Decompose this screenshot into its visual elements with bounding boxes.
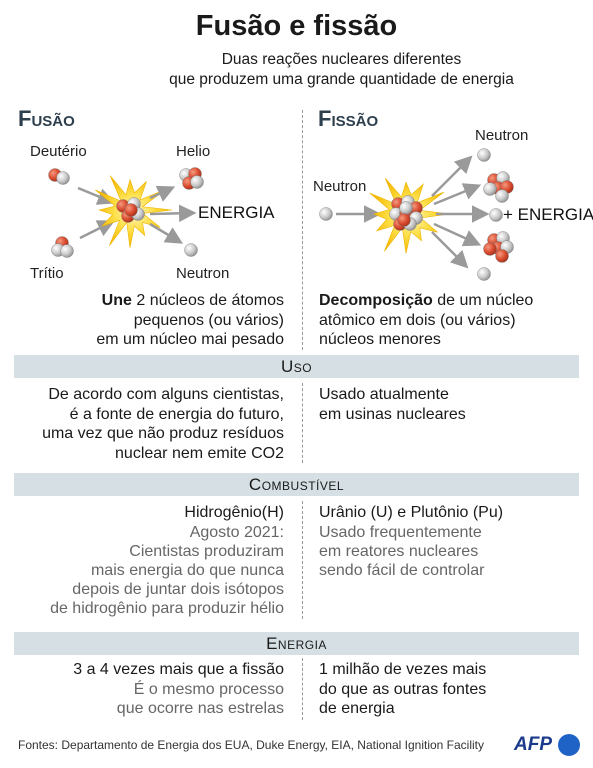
- section-left: Hidrogênio(H) Agosto 2021: Cientistas prod…: [0, 503, 284, 618]
- main-line: do que as outras fontes: [319, 680, 487, 698]
- reaction-diagram: [48, 148, 514, 281]
- fission-description: Decomposição de um núcleo atômico em doi…: [319, 291, 589, 350]
- diagram-art: [48, 148, 514, 281]
- proton: [483, 242, 497, 256]
- fission-neutron-in-label: Neutron: [313, 178, 367, 195]
- subtitle: Duas reações nucleares diferentes que pr…: [0, 50, 593, 90]
- proton: [397, 213, 411, 227]
- note-line: Agosto 2021:: [189, 523, 284, 541]
- main-line: de energia: [319, 700, 395, 717]
- logo-dot: [558, 734, 580, 756]
- section-right: Urânio (U) e Plutônio (Pu) Usado frequent…: [319, 503, 589, 580]
- fission-energy-label: + ENERGIA: [503, 205, 593, 224]
- neutron-ball: [319, 207, 333, 221]
- main-line: é a fonte de energia do futuro,: [69, 405, 284, 423]
- sources: Fontes: Departamento de Energia dos EUA,…: [18, 738, 485, 752]
- neutron-ball: [60, 244, 74, 258]
- description-line: núcleos menores: [319, 331, 441, 348]
- neutron-ball: [483, 182, 497, 196]
- neutron-ball: [56, 171, 70, 185]
- description-line: de um núcleo: [437, 292, 534, 309]
- section-heading: Energia: [14, 632, 579, 655]
- main-line: Usado atualmente: [319, 386, 449, 403]
- note-line: de hidrogênio para produzir hélio: [50, 599, 284, 617]
- section-heading: Uso: [14, 355, 579, 378]
- note-line: sendo fácil de controlar: [319, 561, 485, 579]
- main-line: uma vez que não produz resíduos: [42, 425, 284, 442]
- fusion-heading: Fusão: [18, 106, 75, 131]
- description-line: pequenos (ou vários): [133, 311, 284, 329]
- neutron-ball: [399, 201, 413, 215]
- note-line: Usado frequentemente: [319, 523, 482, 541]
- deuterium-label: Deutério: [30, 143, 87, 160]
- helium-label: Helio: [176, 143, 211, 160]
- fusion-neutron-label: Neutron: [176, 265, 230, 282]
- arrow: [431, 231, 469, 269]
- description-line: 2 núcleos de átomos: [136, 292, 284, 309]
- section-left: 3 a 4 vezes mais que a fissão É o mesmo p…: [0, 660, 284, 718]
- main-line: nuclear nem emite CO2: [115, 444, 284, 462]
- arrow: [149, 185, 176, 202]
- logo: AFP: [514, 734, 552, 755]
- note-line: Cientistas produziram: [129, 542, 284, 560]
- column-divider: [302, 383, 303, 463]
- section-right: Usado atualmente em usinas nucleares: [319, 385, 589, 424]
- main-line: De acordo com alguns cientistas,: [48, 386, 284, 403]
- column-divider: [302, 110, 303, 350]
- section-heading: Combustível: [14, 473, 579, 496]
- arrow: [149, 222, 184, 244]
- tritium-label: Trítio: [30, 265, 64, 282]
- subtitle-line: que produzem uma grande quantidade de en…: [169, 71, 514, 88]
- title: Fusão e fissão: [195, 10, 398, 42]
- proton: [495, 249, 509, 263]
- subtitle-line: Duas reações nucleares diferentes: [221, 51, 462, 68]
- description-line: em um núcleo mai pesado: [96, 331, 284, 348]
- section-right: 1 milhão de vezes mais do que as outras f…: [319, 660, 589, 719]
- neutron-ball: [489, 208, 503, 222]
- neutron-ball: [190, 175, 204, 189]
- main-line: 3 a 4 vezes mais que a fissão: [73, 661, 284, 678]
- column-divider: [302, 658, 303, 720]
- note-line: que ocorre nas estrelas: [116, 699, 284, 717]
- fission-heading: Fissão: [318, 106, 379, 131]
- neutron-ball: [184, 243, 198, 257]
- fusion-lead: Une: [101, 292, 132, 309]
- column-divider: [302, 501, 303, 619]
- fusion-description: Une 2 núcleos de átomos pequenos (ou vár…: [0, 291, 284, 350]
- fusion-energy-label: ENERGIA: [198, 203, 275, 222]
- fission-lead: Decomposição: [319, 292, 433, 309]
- note-line: em reatores nucleares: [319, 542, 479, 560]
- neutron-ball: [495, 189, 509, 203]
- neutron-ball: [477, 267, 491, 281]
- proton: [124, 203, 138, 217]
- main-line: Hidrogênio(H): [184, 504, 284, 521]
- note-line: mais energia do que nunca: [90, 561, 284, 579]
- arrow: [149, 204, 197, 223]
- arrow: [433, 222, 482, 247]
- fission-neutron-out-label: Neutron: [475, 127, 529, 144]
- note-line: É o mesmo processo: [133, 680, 284, 698]
- main-line: 1 milhão de vezes mais: [319, 661, 487, 678]
- arrow: [77, 186, 116, 205]
- neutron-ball: [477, 148, 491, 162]
- main-line: em usinas nucleares: [319, 405, 466, 423]
- arrow: [433, 183, 482, 206]
- main-line: Urânio (U) e Plutônio (Pu): [319, 504, 504, 521]
- arrow: [431, 155, 473, 197]
- note-line: depois de juntar dois isótopos: [72, 580, 284, 598]
- section-left: De acordo com alguns cientistas, é a font…: [0, 385, 284, 463]
- description-line: atômico em dois (ou vários): [319, 311, 516, 329]
